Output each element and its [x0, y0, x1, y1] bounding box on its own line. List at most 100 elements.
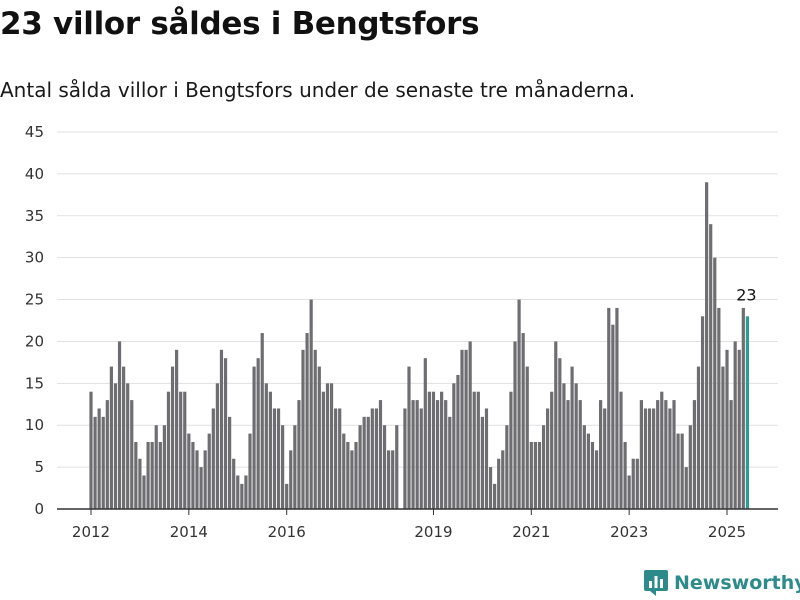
bar — [619, 391, 623, 509]
bar — [97, 408, 101, 509]
bar — [484, 408, 489, 509]
bar — [334, 408, 338, 509]
bar — [578, 400, 582, 509]
bar — [158, 441, 162, 509]
y-tick-label: 0 — [34, 500, 44, 518]
bar — [415, 400, 419, 509]
bar — [468, 341, 472, 509]
bar — [150, 441, 154, 509]
bar — [260, 333, 264, 509]
x-tick-label: 2023 — [610, 523, 648, 541]
bar — [656, 400, 660, 509]
x-tick-label: 2025 — [708, 523, 746, 541]
bar — [440, 391, 444, 509]
bar — [733, 341, 737, 509]
bar — [590, 441, 595, 509]
bar — [130, 400, 134, 509]
x-tick-label: 2012 — [72, 523, 110, 541]
bar — [232, 458, 236, 509]
data-label-latest: 23 — [736, 285, 756, 304]
bar — [146, 441, 150, 509]
bar — [476, 391, 480, 509]
bar — [268, 391, 272, 509]
bar — [89, 391, 93, 509]
bar — [403, 408, 407, 509]
y-tick-label: 20 — [25, 332, 44, 350]
bar — [105, 400, 109, 509]
newsworthy-logo-icon — [644, 570, 668, 596]
bar-latest — [745, 316, 749, 509]
bar — [313, 349, 317, 509]
bar — [170, 366, 175, 509]
bar — [272, 408, 277, 509]
y-tick-label: 25 — [25, 291, 44, 309]
y-tick-label: 35 — [25, 207, 44, 225]
bar — [358, 425, 362, 509]
bar — [215, 383, 219, 509]
bar — [435, 400, 440, 509]
bar — [293, 425, 297, 509]
bar — [138, 458, 142, 509]
x-tick-label: 2016 — [268, 523, 306, 541]
bar — [183, 391, 187, 509]
bar — [236, 475, 240, 509]
bar — [166, 391, 171, 509]
bar — [562, 383, 566, 509]
bar — [338, 408, 342, 509]
bar — [427, 391, 431, 509]
bar — [93, 416, 97, 509]
bar — [541, 425, 546, 509]
bar — [497, 458, 501, 509]
bar — [329, 383, 334, 509]
bar — [692, 400, 696, 509]
bar — [297, 400, 301, 509]
bar — [696, 366, 701, 509]
bar — [705, 182, 709, 509]
bar — [187, 433, 191, 509]
bar — [529, 441, 533, 509]
bar — [672, 400, 676, 509]
axes — [57, 508, 778, 515]
bar — [175, 349, 179, 509]
bar — [643, 408, 648, 509]
bar — [517, 299, 521, 509]
bar — [493, 483, 497, 509]
bar — [423, 358, 427, 509]
bar — [460, 349, 464, 509]
bar — [505, 425, 509, 509]
bar — [664, 400, 668, 509]
bar — [362, 416, 366, 509]
bar — [162, 425, 166, 509]
bar — [713, 257, 717, 509]
bar — [501, 450, 505, 509]
bar — [223, 358, 228, 509]
bar — [281, 425, 285, 509]
bar — [444, 400, 448, 509]
bar — [729, 400, 733, 509]
brand-name: Newsworthy — [674, 572, 800, 594]
bar — [700, 316, 705, 509]
bar — [382, 425, 387, 509]
bar — [240, 483, 244, 509]
x-tick-label: 2021 — [512, 523, 550, 541]
bar — [737, 349, 741, 509]
bar — [546, 408, 550, 509]
bar — [550, 391, 554, 509]
bar — [480, 416, 484, 509]
bar — [276, 408, 281, 509]
bar — [305, 333, 309, 509]
bar — [346, 441, 350, 509]
bar — [142, 475, 146, 509]
bar — [256, 358, 260, 509]
bar — [680, 433, 684, 509]
bar — [411, 400, 415, 509]
bar — [521, 333, 525, 509]
bar — [566, 400, 570, 509]
y-tick-label: 30 — [25, 249, 44, 267]
bar — [725, 349, 729, 509]
bar — [387, 450, 391, 509]
bar — [289, 450, 293, 509]
bar — [635, 458, 639, 509]
